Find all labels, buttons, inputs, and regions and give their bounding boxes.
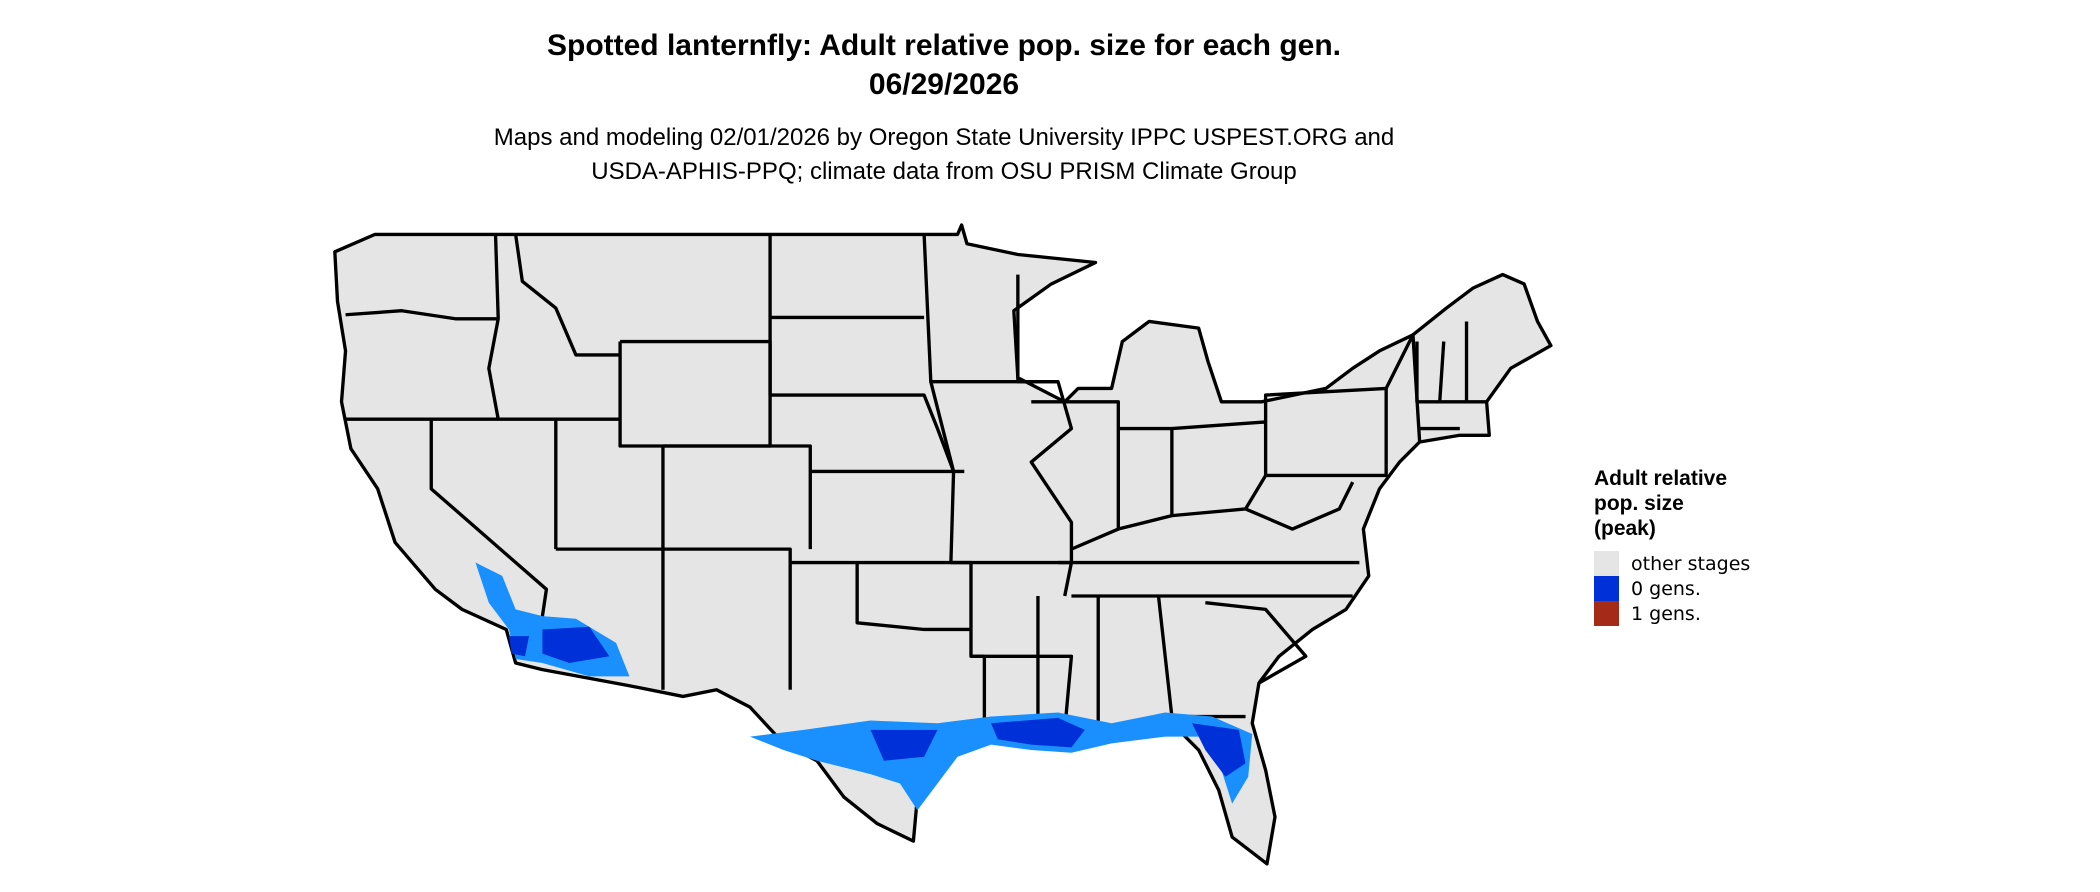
subtitle-line-2: USDA-APHIS-PPQ; climate data from OSU PR… (591, 158, 1297, 185)
map-date: 06/29/2026 (868, 68, 1020, 101)
legend-label: other stages (1631, 552, 1751, 575)
zero-gens-areas (475, 562, 1253, 811)
us-outline (333, 223, 1553, 866)
legend-swatch (1594, 601, 1619, 626)
legend-title: Adult relative pop. size (peak) (1594, 466, 1794, 541)
legend-label: 1 gens. (1631, 602, 1701, 625)
legend-swatch (1594, 551, 1619, 576)
legend: Adult relative pop. size (peak) other st… (1594, 466, 1794, 626)
legend-title-line-1: Adult relative (1594, 467, 1728, 490)
legend-title-line-2: pop. size (1594, 492, 1684, 515)
legend-item-1-gens: 1 gens. (1594, 601, 1794, 626)
legend-label: 0 gens. (1631, 577, 1701, 600)
subtitle-line-1: Maps and modeling 02/01/2026 by Oregon S… (493, 124, 1395, 151)
legend-swatch (1594, 576, 1619, 601)
map-title: Spotted lanternfly: Adult relative pop. … (546, 29, 1341, 62)
legend-item-other-stages: other stages (1594, 551, 1794, 576)
legend-title-line-3: (peak) (1594, 517, 1656, 540)
legend-item-0-gens: 0 gens. (1594, 576, 1794, 601)
